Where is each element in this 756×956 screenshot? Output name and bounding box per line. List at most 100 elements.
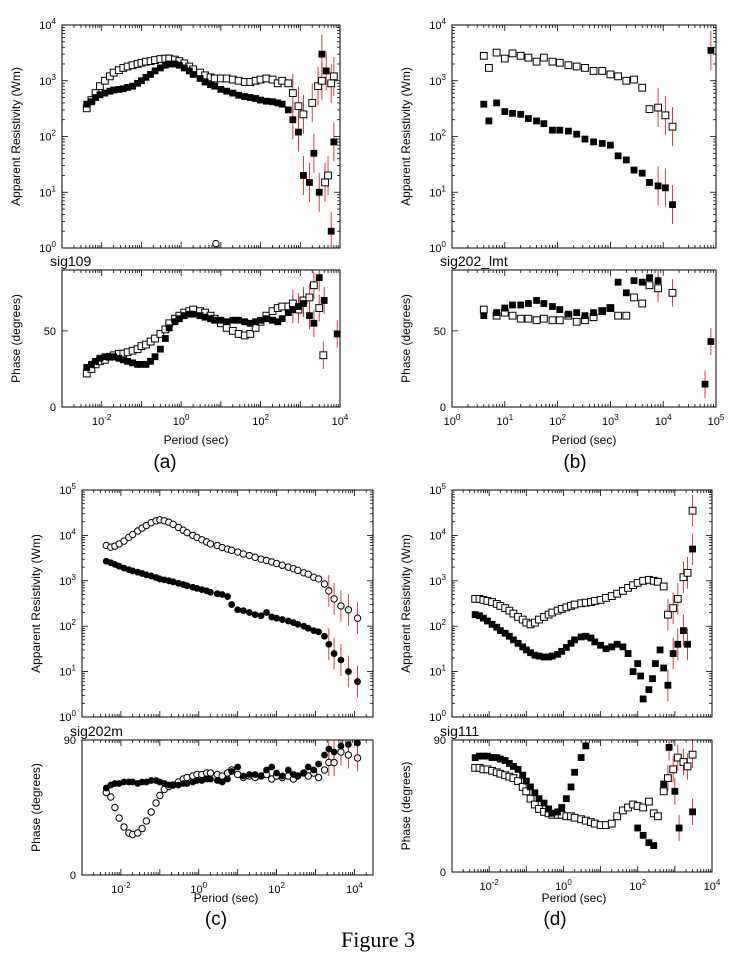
- data-point: [294, 620, 302, 628]
- x-tick-label: 104: [655, 413, 672, 428]
- data-point: [516, 51, 525, 60]
- plot-frame: [61, 269, 341, 408]
- data-point: [535, 795, 543, 803]
- data-point: [517, 110, 525, 118]
- data-point: [284, 106, 292, 114]
- x-tick-label: 10-2: [92, 413, 112, 428]
- data-point: [120, 778, 128, 786]
- data-point: [517, 301, 525, 309]
- data-point: [289, 306, 297, 313]
- data-point: [493, 99, 501, 107]
- data-point: [526, 794, 535, 803]
- data-point: [549, 303, 556, 310]
- data-point: [354, 739, 361, 747]
- data-point: [234, 763, 242, 771]
- data-point: [540, 120, 548, 128]
- data-point: [315, 188, 323, 196]
- plot-frame: [81, 489, 374, 718]
- data-point: [201, 313, 209, 321]
- data-point: [120, 537, 128, 545]
- data-point: [245, 771, 253, 778]
- data-point: [622, 311, 631, 320]
- data-point: [327, 227, 335, 235]
- data-point: [471, 754, 479, 761]
- data-point: [295, 303, 302, 310]
- y-tick-label: 103: [39, 73, 56, 88]
- series-0-open-square: [82, 281, 328, 378]
- data-point: [156, 345, 164, 353]
- data-point: [169, 781, 177, 789]
- data-point: [558, 647, 566, 655]
- data-point: [241, 318, 249, 326]
- data-point: [683, 762, 692, 771]
- data-point: [128, 530, 137, 539]
- data-point: [180, 312, 188, 320]
- y-tick-label: 0: [440, 402, 446, 414]
- data-point: [644, 797, 653, 806]
- data-point: [572, 62, 581, 71]
- data-point: [606, 70, 615, 79]
- x-tick-label: 104: [346, 881, 363, 896]
- y-tick-label: 104: [39, 17, 56, 32]
- data-point: [638, 169, 646, 177]
- data-point: [548, 809, 556, 817]
- data-point: [673, 753, 682, 762]
- data-point: [614, 152, 622, 160]
- data-point: [333, 330, 341, 338]
- data-point: [654, 812, 662, 821]
- x-tick-label: 102: [629, 878, 646, 893]
- data-point: [223, 87, 231, 95]
- data-point: [683, 568, 692, 577]
- data-point: [111, 803, 119, 812]
- x-tick-label: 102: [268, 881, 285, 896]
- data-point: [92, 94, 99, 101]
- data-point: [652, 660, 659, 668]
- data-point: [535, 652, 543, 660]
- data-point: [304, 570, 312, 578]
- data-point: [484, 752, 491, 760]
- data-point: [582, 742, 590, 750]
- data-point: [278, 561, 286, 569]
- data-point: [480, 100, 488, 108]
- data-point: [485, 117, 493, 125]
- data-point: [664, 610, 672, 619]
- data-point: [479, 752, 487, 760]
- data-point: [570, 600, 579, 609]
- data-point: [165, 324, 173, 332]
- y-tick-label: 100: [429, 709, 446, 724]
- data-point: [479, 51, 488, 60]
- data-point: [284, 79, 293, 88]
- data-point: [480, 312, 488, 320]
- data-point: [590, 309, 597, 317]
- data-point: [531, 789, 539, 797]
- data-point: [488, 754, 496, 761]
- data-point: [218, 591, 226, 598]
- data-point: [263, 766, 270, 774]
- series-1-filled-square: [480, 274, 715, 388]
- data-point: [300, 769, 308, 777]
- data-point: [327, 79, 336, 88]
- panel-a: 100 101 102 103 104 Apparent Resistivity (Wm)…: [9, 17, 349, 473]
- data-point: [175, 61, 183, 69]
- plot-frame: [451, 489, 713, 718]
- panel-label: (b): [563, 452, 586, 473]
- data-point: [304, 763, 312, 771]
- data-point: [577, 633, 585, 641]
- data-point: [519, 643, 527, 651]
- data-point: [479, 614, 487, 622]
- data-point: [564, 61, 573, 70]
- data-point: [581, 312, 589, 320]
- site-name: sig111: [440, 723, 479, 739]
- data-point: [613, 640, 621, 648]
- data-point: [315, 760, 322, 768]
- data-point: [101, 353, 109, 361]
- data-point: [274, 99, 282, 107]
- data-point: [183, 780, 191, 787]
- data-point: [284, 309, 292, 317]
- data-point: [646, 274, 653, 282]
- data-point: [567, 639, 575, 647]
- data-point: [514, 777, 522, 785]
- series-0-open-circle: [102, 516, 362, 622]
- data-point: [206, 540, 215, 548]
- data-point: [701, 380, 709, 388]
